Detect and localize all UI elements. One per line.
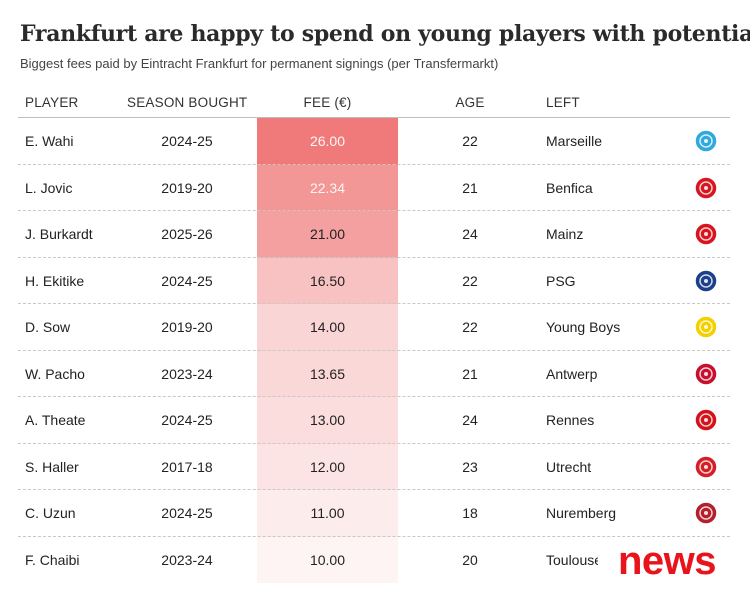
antwerp-crest-icon [694,361,718,386]
age-cell: 22 [462,133,478,149]
player-cell: W. Pacho [25,365,85,382]
season-cell: 2024-25 [161,133,213,149]
row-divider [18,303,730,304]
fee-cell: 13.00 [309,412,346,428]
nuremberg-crest-icon [694,501,718,525]
table-row: E. Wahi 2024-25 26.00 22 Marseille [0,118,750,165]
season-cell: 2023-24 [161,551,213,568]
fee-heat-cell [257,164,398,211]
season-cell: 2024-25 [161,505,213,521]
header-divider [18,117,730,118]
row-divider [18,535,730,537]
row-divider [18,210,730,211]
left-club-cell: Benfica [546,179,593,196]
fee-cell: 12.00 [309,458,346,475]
header-season: SEASON BOUGHT [127,95,248,110]
row-divider [18,349,730,351]
player-cell: S. Haller [25,458,79,475]
fee-heat-cell [257,397,398,444]
left-club-cell: Mainz [546,226,584,242]
left-club-cell: Young Boys [546,319,621,335]
chart-title: Frankfurt are happy to spend on young pl… [20,21,750,47]
fee-heat-cell [257,118,398,165]
psg-crest-icon [694,268,718,293]
player-cell: A. Theate [25,412,86,428]
fee-heat-cell [257,257,398,304]
age-cell: 24 [462,226,478,242]
age-cell: 24 [462,412,478,428]
fee-cell: 10.00 [309,551,346,568]
mainz-crest-icon [694,222,718,246]
left-club-cell: Antwerp [546,365,598,382]
table-row: C. Uzun 2024-25 11.00 18 Nuremberg [0,490,750,537]
header-age: AGE [455,95,485,110]
player-cell: J. Burkardt [25,226,93,242]
age-cell: 21 [462,179,478,196]
table-row: H. Ekitike 2024-25 16.50 22 PSG [0,257,750,304]
left-club-cell: Utrecht [546,458,592,475]
fee-heat-cell [257,211,398,258]
season-cell: 2024-25 [161,272,213,289]
header-left: LEFT [546,95,580,110]
table-row: L. Jovic 2019-20 22.34 21 Benfica [0,164,750,211]
table-row: J. Burkardt 2025-26 21.00 24 Mainz [0,211,750,258]
season-cell: 2024-25 [161,412,213,428]
season-cell: 2019-20 [161,179,213,196]
fee-heat-cell [257,350,398,397]
row-divider [18,396,730,397]
utrecht-crest-icon [694,454,718,479]
rennes-crest-icon [694,408,718,432]
fee-cell: 21.00 [309,226,346,242]
age-cell: 20 [462,551,478,568]
table-row: A. Theate 2024-25 13.00 24 Rennes [0,397,750,444]
age-cell: 23 [462,458,478,475]
left-club-cell: PSG [546,272,576,289]
player-cell: C. Uzun [25,505,76,521]
age-cell: 21 [462,365,478,382]
fee-heat-cell [257,536,398,583]
age-cell: 22 [462,272,478,289]
player-cell: E. Wahi [25,133,74,149]
left-club-cell: Nuremberg [546,505,617,521]
fee-cell: 14.00 [309,319,346,335]
news-watermark: news [618,539,717,583]
header-fee: FEE (€) [303,95,352,110]
fee-heat-cell [257,490,398,537]
player-cell: L. Jovic [25,179,73,196]
table-row: W. Pacho 2023-24 13.65 21 Antwerp [0,350,750,397]
fee-cell: 13.65 [309,365,346,382]
marseille-crest-icon [694,129,718,153]
row-divider [18,163,730,165]
benfica-crest-icon [694,175,718,200]
chart-subtitle: Biggest fees paid by Eintracht Frankfurt… [20,56,499,71]
row-divider [18,442,730,444]
player-cell: F. Chaibi [25,551,80,568]
season-cell: 2019-20 [161,319,213,335]
table-row: D. Sow 2019-20 14.00 22 Young Boys [0,304,750,351]
table-row: S. Haller 2017-18 12.00 23 Utrecht [0,443,750,490]
left-club-cell: Rennes [546,412,595,428]
row-divider [18,256,730,258]
player-cell: H. Ekitike [25,272,85,289]
watermark-backdrop [598,538,750,598]
young-boys-crest-icon [694,315,718,339]
fee-cell: 16.50 [309,272,346,289]
fee-heat-cell [257,443,398,490]
left-club-cell: Toulouse [546,551,603,568]
fee-heat-cell [257,304,398,351]
age-cell: 18 [462,505,478,521]
header-player: PLAYER [25,95,79,110]
age-cell: 22 [462,319,478,335]
fee-cell: 22.34 [309,179,346,196]
season-cell: 2025-26 [161,226,213,242]
player-cell: D. Sow [25,319,71,335]
fee-cell: 26.00 [309,133,346,149]
row-divider [18,489,730,490]
left-club-cell: Marseille [546,133,603,149]
fee-cell: 11.00 [310,505,345,521]
season-cell: 2017-18 [161,458,213,475]
season-cell: 2023-24 [161,365,213,382]
